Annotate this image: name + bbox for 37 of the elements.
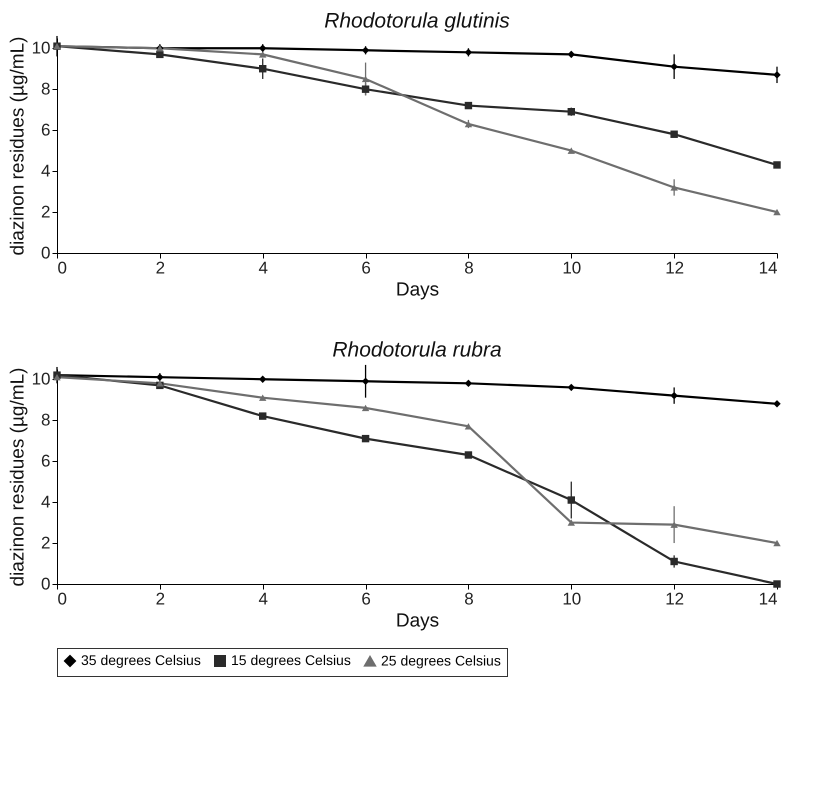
y-tick-label: 10 bbox=[32, 370, 50, 389]
x-tick-label: 14 bbox=[758, 590, 778, 608]
legend-label: 15 degrees Celsius bbox=[231, 652, 351, 668]
x-tick-label: 12 bbox=[665, 258, 684, 278]
y-tick-label: 4 bbox=[41, 162, 50, 181]
x-tick-label: 0 bbox=[58, 258, 67, 278]
y-tick-label: 0 bbox=[41, 244, 50, 262]
x-tick-label: 10 bbox=[562, 590, 582, 608]
x-tick-label: 4 bbox=[258, 258, 268, 278]
y-tick-label: 10 bbox=[32, 38, 50, 58]
chart-title: Rhodotorula rubra bbox=[332, 338, 502, 362]
y-tick-label: 8 bbox=[41, 80, 50, 99]
y-tick-label: 8 bbox=[41, 410, 50, 430]
x-tick-label: 0 bbox=[58, 590, 67, 608]
y-tick-label: 2 bbox=[41, 534, 50, 553]
x-tick-label: 10 bbox=[562, 258, 582, 278]
x-tick-label: 2 bbox=[156, 258, 166, 278]
x-tick-label: 2 bbox=[156, 590, 166, 608]
y-tick-label: 6 bbox=[41, 452, 50, 471]
legend-label: 25 degrees Celsius bbox=[381, 652, 501, 668]
x-axis-title: Days bbox=[396, 610, 440, 632]
x-tick-label: 8 bbox=[464, 258, 474, 278]
y-tick-label: 2 bbox=[41, 202, 50, 222]
y-axis-title: diazinon residues (µg/mL) bbox=[8, 36, 29, 256]
legend-label: 35 degrees Celsius bbox=[81, 652, 201, 668]
y-tick-label: 4 bbox=[41, 492, 50, 512]
x-tick-label: 6 bbox=[361, 590, 371, 608]
x-tick-label: 4 bbox=[258, 590, 268, 608]
x-tick-label: 12 bbox=[665, 590, 684, 608]
x-axis-title: Days bbox=[396, 280, 440, 300]
y-axis-title: diazinon residues (µg/mL) bbox=[8, 368, 29, 586]
x-tick-label: 14 bbox=[758, 258, 778, 278]
y-tick-label: 6 bbox=[41, 120, 50, 140]
chart-title: Rhodotorula glutinis bbox=[324, 9, 510, 32]
x-tick-label: 8 bbox=[464, 590, 474, 608]
x-tick-label: 6 bbox=[361, 258, 371, 278]
y-tick-label: 0 bbox=[41, 574, 50, 594]
